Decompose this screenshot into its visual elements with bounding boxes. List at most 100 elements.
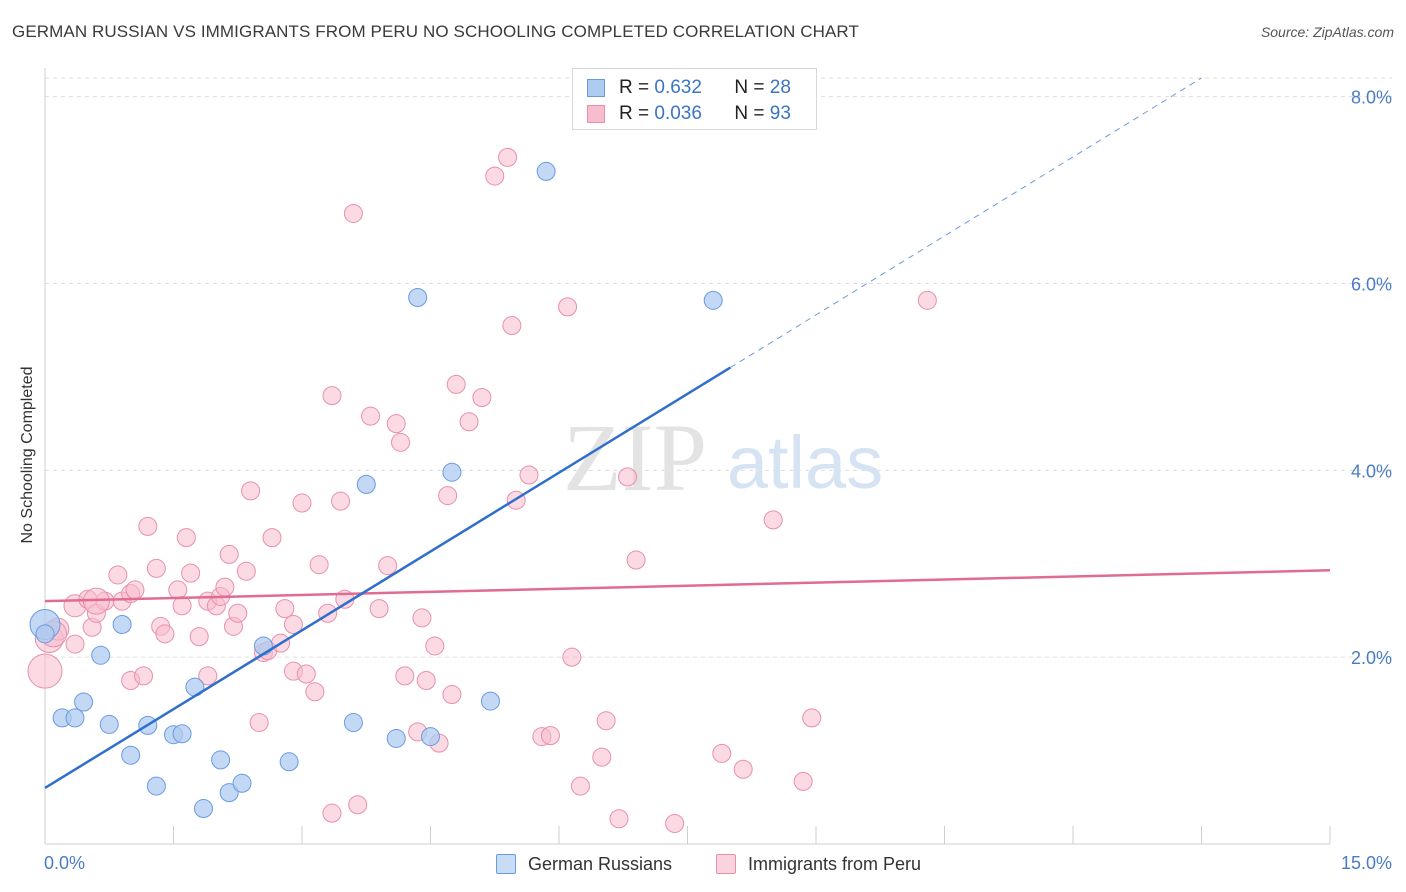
peru-point — [361, 406, 381, 426]
peru-point — [416, 671, 436, 691]
german-russian-point — [74, 692, 94, 712]
legend-n-label: N = — [734, 77, 765, 98]
peru-point — [168, 580, 188, 600]
german-russian-point — [146, 776, 166, 796]
german-russian-point — [121, 745, 141, 765]
y-tick-label: 6.0% — [1351, 275, 1392, 295]
x-tick-label-max: 15.0% — [1341, 853, 1392, 873]
correlation-legend: R = 0.632 N = 28 R = 0.036 N = 93 — [572, 68, 817, 130]
german-russian-trend-line — [44, 366, 731, 790]
peru-point — [665, 813, 685, 833]
peru-point — [228, 603, 248, 623]
peru-point — [283, 614, 303, 634]
peru-point — [378, 556, 398, 576]
bottom-legend-immigrants-from-peru: Immigrants from Peru — [716, 852, 921, 876]
peru-point — [292, 493, 312, 513]
legend-n-label: N = — [734, 103, 765, 124]
peru-point — [763, 510, 783, 530]
peru-point — [562, 647, 582, 667]
german-russian-point — [356, 474, 376, 494]
peru-point — [309, 555, 329, 575]
chart-title: GERMAN RUSSIAN VS IMMIGRANTS FROM PERU N… — [12, 22, 859, 41]
peru-point — [331, 491, 351, 511]
peru-point — [733, 759, 753, 779]
peru-point — [442, 685, 462, 705]
peru-point — [592, 747, 612, 767]
german-russian-trend-extension — [730, 77, 1202, 369]
peru-point — [138, 516, 158, 536]
peru-point — [596, 711, 616, 731]
german-russian-point — [232, 773, 252, 793]
legend-r-label: R = — [619, 103, 650, 124]
german-russian-point — [442, 462, 462, 482]
peru-point — [498, 147, 518, 167]
peru-point — [155, 624, 175, 644]
peru-point — [618, 467, 638, 487]
legend-r-value: 0.036 — [654, 103, 702, 124]
peru-point — [125, 580, 145, 600]
legend-swatch-pink — [587, 105, 605, 123]
german-russian-point — [193, 799, 213, 819]
series-german-russians — [29, 161, 723, 819]
peru-point — [425, 636, 445, 656]
german-russian-point — [408, 288, 428, 308]
peru-point — [446, 374, 466, 394]
peru-point — [215, 577, 235, 597]
german-russian-point — [386, 728, 406, 748]
german-russian-point — [253, 636, 273, 656]
german-russian-point — [99, 714, 119, 734]
german-russian-point — [536, 161, 556, 181]
peru-point — [558, 297, 578, 317]
peru-point — [322, 803, 342, 823]
peru-point — [386, 414, 406, 434]
german-russian-point — [211, 750, 231, 770]
peru-point — [519, 465, 539, 485]
peru-point — [438, 486, 458, 506]
peru-point — [241, 481, 261, 501]
peru-point — [712, 743, 732, 763]
peru-point — [609, 809, 629, 829]
peru-point — [412, 608, 432, 628]
peru-point — [249, 713, 269, 733]
axes — [44, 68, 1331, 845]
peru-point — [459, 412, 479, 432]
y-tick-label: 4.0% — [1351, 461, 1392, 481]
peru-point — [391, 432, 411, 452]
legend-n-value: 93 — [769, 103, 791, 124]
peru-point — [305, 682, 325, 702]
peru-point — [108, 565, 128, 585]
chart-source: Source: ZipAtlas.com — [1260, 24, 1394, 40]
bottom-legend-label: German Russians — [528, 853, 673, 874]
legend-r-value: 0.632 — [654, 77, 702, 98]
watermark-atlas: atlas — [727, 421, 883, 504]
german-russian-point — [279, 752, 299, 772]
german-russian-point — [703, 290, 723, 310]
y-tick-label: 2.0% — [1351, 648, 1392, 668]
german-russian-point — [91, 645, 111, 665]
y-tick-label: 8.0% — [1351, 88, 1392, 108]
bottom-legend-german-russians: German Russians — [496, 852, 672, 876]
peru-point — [176, 528, 196, 548]
bottom-legend-swatch-pink — [716, 854, 736, 874]
peru-point — [485, 166, 505, 186]
peru-point — [917, 290, 937, 310]
watermark-zip: ZIP — [563, 404, 707, 511]
peru-point — [181, 563, 201, 583]
peru-point — [472, 387, 492, 407]
bottom-legend-swatch-blue — [496, 854, 516, 874]
german-russian-point — [421, 727, 440, 747]
german-russian-point — [172, 724, 192, 744]
legend-r-label: R = — [619, 77, 650, 98]
peru-trend-line — [44, 569, 1331, 603]
peru-point — [146, 558, 166, 578]
peru-point — [802, 708, 822, 728]
legend-row-immigrants-from-peru: R = 0.036 N = 93 — [587, 103, 791, 125]
peru-point — [296, 664, 316, 684]
peru-point — [502, 316, 522, 336]
series-immigrants-from-peru — [27, 147, 937, 833]
peru-point — [172, 596, 192, 616]
peru-point — [27, 653, 63, 689]
peru-point — [570, 776, 590, 796]
german-russian-point — [219, 783, 239, 803]
